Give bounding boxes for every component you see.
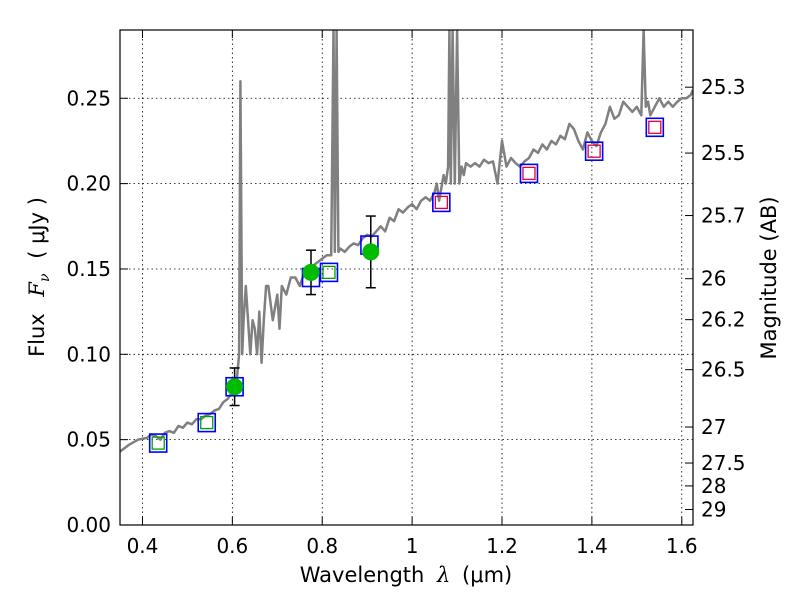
photometry-inner-marker (587, 144, 601, 158)
magnitude-tick-label: 25.5 (701, 141, 746, 165)
x-tick-label: 0.8 (306, 534, 338, 558)
photometry-inner-marker (434, 195, 448, 210)
observed-point (362, 243, 380, 261)
x-tick-label: 1.6 (666, 534, 698, 558)
photometry-box-marker (197, 412, 217, 433)
photometry-box-marker (519, 163, 539, 184)
y-tick-label: 0.25 (66, 86, 111, 110)
photometry-box-marker (645, 117, 665, 138)
observed-point (302, 263, 320, 281)
magnitude-tick-label: 28 (701, 474, 726, 498)
spectrum-line (120, 30, 693, 453)
y-axis-title-right: Magnitude (AB) (757, 196, 781, 359)
magnitude-tick-label: 25.3 (701, 75, 746, 99)
magnitude-tick-label: 26.5 (701, 358, 746, 382)
photometry-inner-marker (322, 265, 336, 280)
marker-layer (148, 117, 665, 453)
y-tick-label: 0.15 (66, 257, 111, 281)
plot-frame (119, 29, 694, 526)
y-tick-label: 0.05 (66, 428, 111, 452)
x-axis-title: Wavelength λ (μm) (300, 563, 512, 587)
x-tick-label: 1.4 (576, 534, 608, 558)
magnitude-tick-label: 29 (701, 497, 726, 521)
photometry-box-marker (584, 141, 604, 161)
observed-point (226, 378, 244, 396)
y-tick-label: 0.10 (66, 342, 111, 366)
photometry-inner-marker (151, 436, 165, 450)
x-tick-label: 0.6 (216, 534, 248, 558)
spectrum-layer (120, 30, 693, 453)
photometry-box-marker (148, 433, 168, 453)
magnitude-tick-label: 27 (701, 415, 726, 439)
x-tick-label: 0.4 (127, 534, 159, 558)
x-tick-label: 1 (406, 534, 419, 558)
y-tick-label: 0.00 (66, 513, 111, 537)
photometry-inner-marker (200, 415, 214, 430)
photometry-box-marker (432, 192, 451, 213)
photometry-inner-marker (648, 120, 662, 134)
photometry-box-marker (319, 262, 339, 283)
photometry-inner-marker (522, 166, 536, 181)
magnitude-tick-label: 26 (701, 267, 726, 291)
x-tick-label: 1.2 (486, 534, 518, 558)
axes: 0.4 0.6 0.8 1 1.2 1.4 1.6 0.00 0.05 0.10 0.15 0.20 0… (66, 29, 746, 558)
magnitude-tick-label: 26.2 (701, 308, 746, 332)
magnitude-tick-label: 27.5 (701, 451, 746, 475)
grid (120, 30, 693, 526)
magnitude-tick-label: 25.7 (701, 204, 746, 228)
y-tick-label: 0.20 (66, 172, 111, 196)
y-axis-title-left: Flux Fν ( μJy ) (25, 197, 54, 357)
